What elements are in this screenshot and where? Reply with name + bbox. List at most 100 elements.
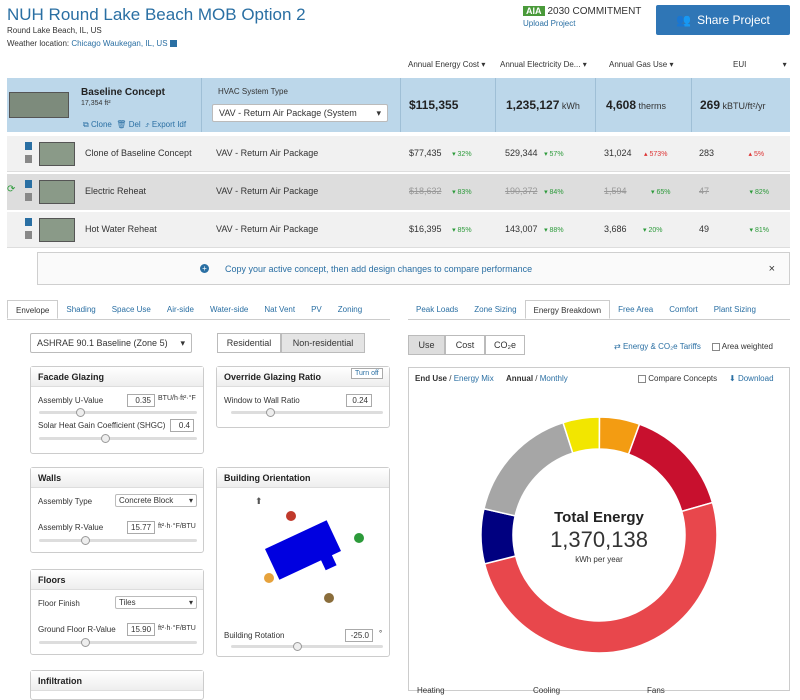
aia-text: 2030 COMMITMENT <box>547 6 642 17</box>
annual-toggle[interactable]: Annual <box>505 374 534 383</box>
residential-toggle[interactable]: Residential <box>217 333 281 353</box>
donut-segment[interactable] <box>483 421 574 517</box>
copy-icon[interactable] <box>25 142 32 150</box>
project-location: Round Lake Beach, IL, US <box>7 26 102 35</box>
non-residential-toggle[interactable]: Non-residential <box>281 333 365 353</box>
refresh-icon[interactable]: ⟳ <box>7 184 16 195</box>
rotation-slider[interactable] <box>231 645 383 648</box>
baseline-cost: $115,355 <box>409 98 459 112</box>
tab-nat-vent[interactable]: Nat Vent <box>264 305 296 314</box>
download-button[interactable]: ⬇ Download <box>729 374 774 383</box>
export-idf-button[interactable]: ⤴ Export Idf <box>145 120 187 129</box>
u-value-input[interactable]: 0.35 <box>127 394 155 407</box>
assembly-type-label: Assembly Type <box>38 497 93 506</box>
r-value-label: Assembly R-Value <box>38 523 104 532</box>
floor-finish-label: Floor Finish <box>38 599 80 608</box>
ground-r-slider[interactable] <box>39 641 197 644</box>
baseline-name: Baseline Concept <box>81 87 165 98</box>
col-header-elec[interactable]: Annual Electricity De... ▾ <box>500 60 587 69</box>
tab-water-side[interactable]: Water-side <box>209 305 249 314</box>
cost-toggle[interactable]: Cost <box>445 335 485 355</box>
monthly-toggle[interactable]: Monthly <box>539 374 568 383</box>
concept-row[interactable]: Electric Reheat VAV - Return Air Package… <box>7 174 790 210</box>
r-value-input[interactable]: 15.77 <box>127 521 155 534</box>
rotation-input[interactable]: -25.0 <box>345 629 373 642</box>
walls-panel: Walls Assembly Type Concrete Block ▾ Asse… <box>30 467 204 553</box>
elec-unit: kWh <box>561 101 580 111</box>
baseline-row[interactable]: Baseline Concept 17,354 ft² ⧉ Clone 🗑 De… <box>7 78 790 132</box>
col-header-gas[interactable]: Annual Gas Use ▾ <box>609 60 674 69</box>
concept-row[interactable]: Clone of Baseline Concept VAV - Return A… <box>7 136 790 172</box>
r-value-slider[interactable] <box>39 539 197 542</box>
share-project-button[interactable]: 👥 Share Project <box>656 5 790 35</box>
aia-badge: AIA <box>523 6 545 16</box>
concept-gas: 1,594 <box>604 186 627 196</box>
concept-gas: 3,686 <box>604 224 627 234</box>
u-value-slider[interactable] <box>39 411 197 414</box>
u-value-unit: BTU/h·ft²·°F <box>158 395 196 402</box>
concept-cost: $16,395 <box>409 224 442 234</box>
orientation-diagram[interactable]: ⬆ <box>225 490 385 620</box>
ground-r-input[interactable]: 15.90 <box>127 623 155 636</box>
slider-handle[interactable] <box>81 536 90 545</box>
donut-segment[interactable] <box>627 423 714 513</box>
slider-handle[interactable] <box>81 638 90 647</box>
slider-handle[interactable] <box>293 642 302 651</box>
turn-off-button[interactable]: Turn off <box>351 368 383 379</box>
tab-energy-breakdown[interactable]: Energy Breakdown <box>524 300 611 319</box>
assembly-type-select[interactable]: Concrete Block ▾ <box>115 494 197 507</box>
clone-button[interactable]: ⧉ Clone <box>83 120 112 129</box>
area-weighted-checkbox[interactable]: Area weighted <box>712 342 773 351</box>
weather-link[interactable]: Chicago Waukegan, IL, US <box>71 39 168 48</box>
shgc-input[interactable]: 0.4 <box>170 419 194 432</box>
floor-finish-select[interactable]: Tiles ▾ <box>115 596 197 609</box>
tariffs-link[interactable]: ⇄ Energy & CO₂e Tariffs <box>614 342 701 351</box>
tab-air-side[interactable]: Air-side <box>166 305 194 314</box>
tab-plant-sizing[interactable]: Plant Sizing <box>713 305 756 314</box>
shgc-slider[interactable] <box>39 437 197 440</box>
tab-zoning[interactable]: Zoning <box>337 305 363 314</box>
wwr-slider[interactable] <box>231 411 383 414</box>
concept-eui: 49 <box>699 224 710 234</box>
concept-row[interactable]: Hot Water Reheat VAV - Return Air Packag… <box>7 212 790 248</box>
use-toggle[interactable]: Use <box>408 335 445 355</box>
trash-icon[interactable] <box>25 231 32 239</box>
close-icon[interactable]: × <box>768 262 775 275</box>
hvac-select[interactable]: VAV - Return Air Package (System ▾ <box>212 104 388 122</box>
tab-space-use[interactable]: Space Use <box>111 305 151 314</box>
trash-icon[interactable] <box>25 155 32 163</box>
share-label: Share Project <box>697 13 770 27</box>
edit-icon[interactable] <box>169 40 177 48</box>
infiltration-panel: Infiltration <box>30 670 204 700</box>
tab-zone-sizing[interactable]: Zone Sizing <box>474 305 517 314</box>
energy-mix-toggle[interactable]: Energy Mix <box>453 374 494 383</box>
col-header-eui[interactable]: EUI ▾ <box>733 60 787 69</box>
compare-concepts-checkbox[interactable]: Compare Concepts <box>638 374 717 383</box>
tab-envelope[interactable]: Envelope <box>7 300 59 319</box>
copy-icon[interactable] <box>25 180 32 188</box>
tab-comfort[interactable]: Comfort <box>669 305 698 314</box>
tab-free-area[interactable]: Free Area <box>618 305 654 314</box>
slider-handle[interactable] <box>76 408 85 417</box>
concept-cost: $77,435 <box>409 148 442 158</box>
ground-r-label: Ground Floor R-Value <box>38 625 116 634</box>
trash-icon[interactable] <box>25 193 32 201</box>
slider-handle[interactable] <box>101 434 110 443</box>
row-controls <box>25 180 33 204</box>
slider-handle[interactable] <box>266 408 275 417</box>
end-use-toggle[interactable]: End Use <box>415 374 448 383</box>
co2-toggle[interactable]: CO₂e <box>485 335 525 355</box>
donut-segment[interactable] <box>598 416 641 456</box>
tab-pv[interactable]: PV <box>311 305 322 314</box>
tab-shading[interactable]: Shading <box>66 305 96 314</box>
chevron-down-icon: ▾ <box>180 337 185 348</box>
donut-segment[interactable] <box>483 501 718 654</box>
baseline-standard-select[interactable]: ASHRAE 90.1 Baseline (Zone 5) ▾ <box>30 333 192 353</box>
col-header-cost[interactable]: Annual Energy Cost ▾ <box>408 60 486 69</box>
upload-project-link[interactable]: Upload Project <box>523 19 576 28</box>
delete-button[interactable]: 🗑 Del <box>116 120 141 129</box>
wwr-input[interactable]: 0.24 <box>346 394 372 407</box>
tab-peak-loads[interactable]: Peak Loads <box>416 305 459 314</box>
copy-icon[interactable] <box>25 218 32 226</box>
concept-name: Hot Water Reheat <box>85 224 157 234</box>
